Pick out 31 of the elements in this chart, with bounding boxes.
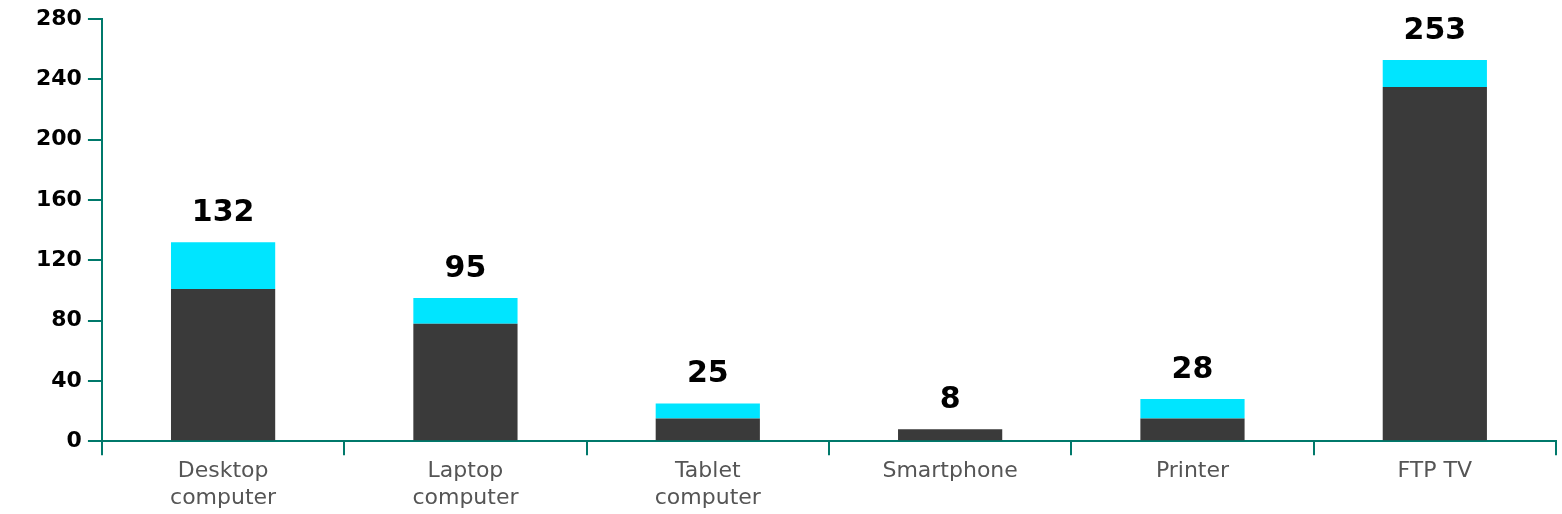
y-tick-label: 40 (51, 366, 82, 392)
y-tick-label: 160 (35, 185, 82, 211)
bar (1382, 87, 1487, 441)
total-label: 132 (191, 193, 255, 229)
y-tick-label: 240 (35, 65, 82, 91)
bar (170, 288, 276, 441)
bar (1382, 59, 1487, 88)
total-label: 253 (1403, 10, 1467, 46)
y-tick-label: 200 (35, 125, 82, 151)
bar (655, 403, 760, 419)
x-tick-label: FTP TV (1397, 457, 1473, 483)
bar (655, 418, 760, 441)
bar (898, 429, 1003, 441)
x-tick-label: Smartphone (882, 457, 1018, 483)
total-label: 28 (1171, 349, 1214, 385)
y-tick-label: 120 (35, 246, 82, 272)
y-tick-label: 80 (51, 306, 82, 332)
bar (413, 298, 518, 324)
bar (170, 242, 276, 289)
x-tick-label: Tablet computer (654, 457, 762, 509)
bar (413, 323, 518, 441)
x-tick-label: Printer (1155, 457, 1231, 483)
total-label: 8 (939, 379, 961, 415)
total-label: 25 (686, 354, 729, 390)
y-tick-label: 280 (35, 4, 82, 30)
bar (1140, 399, 1245, 419)
total-label: 95 (444, 248, 487, 284)
x-tick-label: Desktop computer (170, 457, 278, 509)
bar (1140, 418, 1245, 441)
y-tick-label: 0 (66, 426, 82, 452)
x-tick-label: Laptop computer (412, 457, 520, 509)
